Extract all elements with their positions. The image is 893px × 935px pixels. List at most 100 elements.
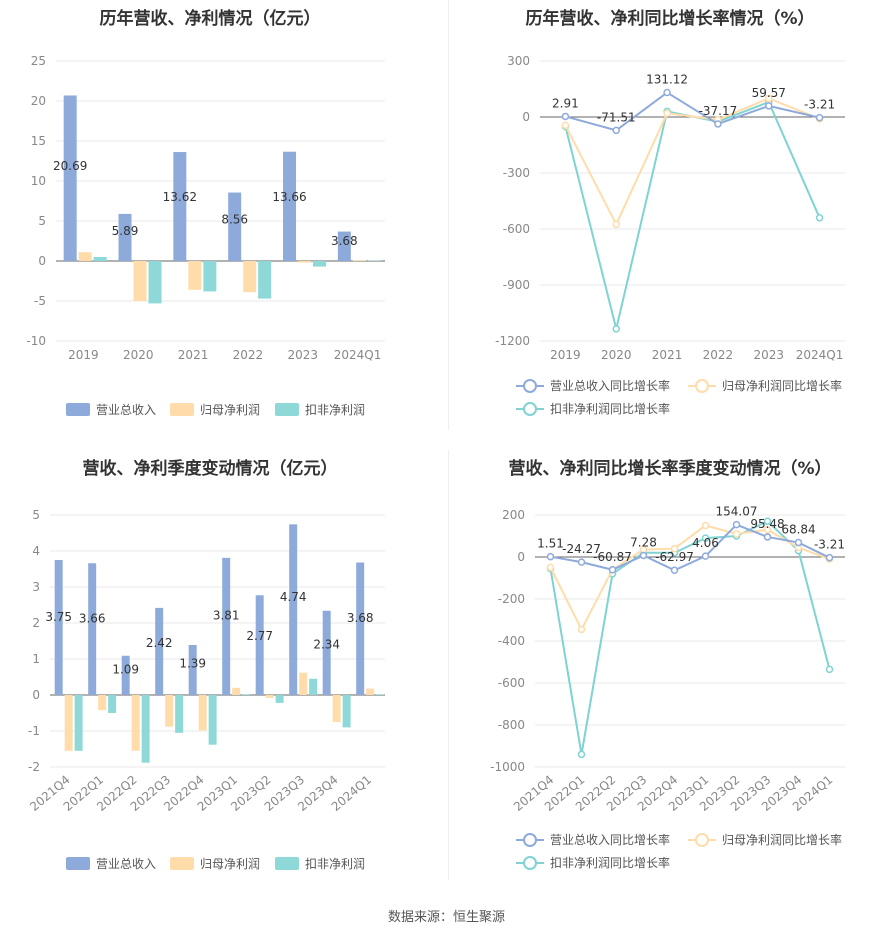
point-data-label: 68.84 (781, 523, 815, 537)
y-tick-label: -600 (503, 222, 530, 236)
legend-swatch (275, 403, 299, 416)
bar (289, 524, 298, 695)
x-tick-label: 2024Q1 (334, 348, 382, 362)
data-point (612, 220, 620, 229)
point-data-label: -3.21 (804, 98, 835, 112)
bar (299, 672, 308, 695)
annual-growth-chart: -1200 -900 -600 -300 0 300 2019 2020 2021 2022 202… (495, 54, 845, 416)
y-tick-label: -1 (28, 724, 40, 738)
bar (275, 695, 284, 703)
legend-marker (523, 833, 537, 847)
x-tick-label: 2024Q1 (796, 348, 844, 362)
data-point (825, 665, 834, 674)
bar (322, 610, 331, 695)
data-point (714, 120, 722, 128)
bar-data-label: 20.69 (53, 159, 87, 173)
legend-label: 扣非净利润同比增长率 (550, 855, 670, 870)
data-point (701, 534, 710, 542)
bar-data-label: 3.68 (331, 234, 358, 248)
series-line (549, 524, 830, 632)
bar-data-label: 3.68 (347, 611, 374, 625)
series-line (564, 97, 820, 227)
bar-data-label: 8.56 (221, 212, 248, 226)
bar (337, 231, 351, 261)
panel-divider (448, 450, 449, 880)
data-point (701, 521, 710, 530)
data-point (763, 525, 772, 534)
data-point (815, 214, 824, 222)
legend-label: 扣非净利润 (305, 403, 365, 417)
legend-marker (523, 379, 537, 393)
legend-swatch (170, 857, 194, 870)
bar (255, 595, 264, 695)
legend-swatch (66, 403, 90, 416)
bar (131, 695, 140, 751)
data-source: 数据来源：恒生聚源 (387, 910, 505, 925)
y-tick-label: -400 (498, 634, 525, 648)
y-tick-label: -200 (498, 592, 525, 606)
y-tick-label: 20 (31, 94, 46, 108)
x-tick-label: 2023 (287, 348, 318, 362)
y-tick-label: -1200 (495, 334, 530, 348)
bar (155, 607, 164, 695)
bar (366, 688, 375, 695)
x-tick-label: 2022 (703, 348, 734, 362)
data-point (670, 544, 679, 553)
chart-title: 历年营收、净利同比增长率情况（%） (525, 9, 815, 29)
data-point (561, 121, 570, 130)
data-point (546, 563, 555, 572)
bar (198, 695, 207, 731)
bar (208, 695, 217, 745)
y-tick-label: 2 (32, 616, 40, 630)
series-line (565, 91, 820, 132)
panel-divider (448, 0, 449, 430)
y-tick-label: 300 (507, 54, 530, 68)
bar (342, 695, 351, 728)
y-tick-label: -2 (28, 760, 40, 774)
annual-revenue-profit-panel: 历年营收、净利情况（亿元） -10 -5 0 5 10 15 20 25 2019 2020 202… (0, 0, 420, 430)
y-tick-label: 1 (32, 652, 40, 666)
bar (332, 695, 341, 722)
x-tick-label: 2019 (68, 348, 99, 362)
quarterly-growth-chart: -1000-800-600-400-20002002021Q42022Q1202… (490, 505, 845, 870)
bar (265, 695, 274, 698)
legend-label: 归母净利润同比增长率 (722, 832, 842, 847)
legend-marker (523, 402, 537, 416)
legend-label: 营业总收入同比增长率 (550, 832, 670, 847)
x-tick-label: 2021 (178, 348, 209, 362)
bar (356, 562, 365, 695)
data-point (765, 94, 773, 103)
y-tick-label: 0 (522, 110, 530, 124)
series-line (564, 100, 821, 330)
point-data-label: -37.17 (699, 104, 738, 118)
data-point (701, 552, 710, 560)
bar (108, 695, 117, 713)
point-data-label: 95.48 (750, 517, 784, 531)
point-data-label: 59.57 (752, 86, 786, 100)
y-tick-label: 0 (517, 550, 525, 564)
data-point (825, 553, 834, 562)
data-point (546, 552, 555, 561)
y-tick-label: 25 (31, 54, 46, 68)
bar-data-label: 3.75 (45, 610, 72, 624)
x-tick-label: 2020 (601, 348, 632, 362)
bar (98, 695, 107, 711)
legend-label: 归母净利润 (200, 403, 260, 417)
chart-title: 历年营收、净利情况（亿元） (99, 9, 321, 29)
legend-marker (695, 379, 709, 393)
bar-data-label: 5.89 (112, 224, 139, 238)
data-point (577, 625, 586, 634)
bar (173, 152, 187, 261)
bar (54, 560, 63, 695)
quarterly-growth-panel: 营收、净利同比增长率季度变动情况（%） -1000 -800 -600 -400 -20… (460, 450, 880, 890)
bar-data-label: 13.66 (272, 190, 306, 204)
legend-label: 扣非净利润同比增长率 (550, 401, 670, 416)
bar (188, 261, 202, 290)
data-point (670, 566, 679, 574)
point-data-label: -3.21 (814, 538, 845, 552)
data-point (561, 112, 570, 121)
bar (232, 687, 241, 695)
point-data-label: -24.27 (562, 542, 601, 556)
x-tick-label: 2022 (233, 348, 264, 362)
legend-label: 扣非净利润 (305, 857, 365, 871)
